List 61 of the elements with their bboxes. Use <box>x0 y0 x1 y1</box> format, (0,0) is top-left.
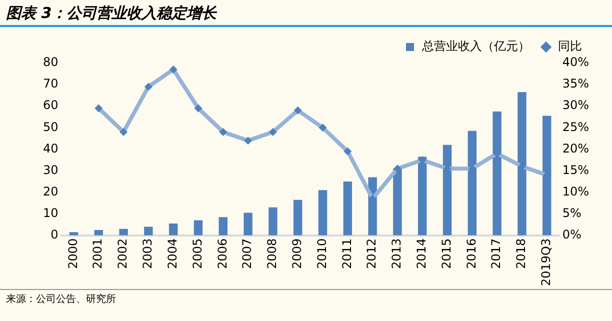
x-tick-label: 2012 <box>364 238 379 269</box>
y2-tick-label: 20% <box>562 141 589 156</box>
y2-tick-label: 15% <box>562 162 589 177</box>
y-tick-label: 10 <box>42 206 58 220</box>
x-tick-label: 2002 <box>116 238 130 269</box>
y-tick-label: 40 <box>42 141 58 156</box>
source-note: 来源：公司公告、研究所 <box>0 289 612 308</box>
bar <box>244 212 252 236</box>
x-tick-label: 2005 <box>190 238 204 269</box>
bar <box>318 190 328 236</box>
chart-title: 图表 3：公司营业收入稳定增长 <box>0 0 612 27</box>
y2-tick-label: 30% <box>562 98 589 112</box>
legend-label: 总营业收入（亿元） <box>421 39 530 54</box>
x-tick-label: 2004 <box>165 238 180 269</box>
bar <box>442 144 452 236</box>
x-tick-label: 2006 <box>215 238 230 269</box>
bar <box>218 217 228 236</box>
x-tick-label: 2018 <box>514 238 528 269</box>
x-tick-label: 2008 <box>265 238 280 269</box>
bar <box>343 182 352 236</box>
x-tick-label: 2017 <box>489 238 504 269</box>
x-tick-label: 2014 <box>414 238 428 269</box>
bar <box>542 116 552 236</box>
bar <box>268 207 278 236</box>
x-tick-label: 2016 <box>464 238 478 269</box>
legend-label: 同比 <box>558 39 582 54</box>
x-tick-label: 2011 <box>340 238 354 269</box>
y-tick-label: 0 <box>50 228 58 242</box>
y2-tick-label: 25% <box>562 120 589 134</box>
y2-tick-label: 35% <box>562 76 589 91</box>
bar <box>492 111 502 236</box>
bar <box>418 156 427 236</box>
x-tick-label: 2001 <box>90 238 105 269</box>
y-tick-label: 50 <box>42 120 58 134</box>
y-tick-label: 80 <box>42 55 58 70</box>
y2-tick-label: 10% <box>562 184 589 198</box>
bar <box>144 226 153 236</box>
y-tick-label: 70 <box>42 76 58 91</box>
y2-tick-label: 40% <box>562 55 589 70</box>
bar <box>119 228 128 236</box>
bar <box>168 224 178 236</box>
x-tick-label: 2010 <box>314 238 329 269</box>
x-tick-label: 2013 <box>390 238 404 269</box>
x-tick-label: 2000 <box>66 238 80 269</box>
y2-tick-label: 0% <box>562 228 582 242</box>
y2-tick-label: 5% <box>562 206 582 220</box>
bar <box>368 177 377 236</box>
x-tick-label: 2015 <box>439 238 454 269</box>
x-tick-label: 2003 <box>140 238 155 269</box>
x-tick-label: 2019Q3 <box>539 238 553 286</box>
bar <box>69 232 78 236</box>
y-tick-label: 30 <box>42 162 58 177</box>
bar <box>194 220 203 236</box>
x-tick-label: 2009 <box>290 238 304 269</box>
y-tick-label: 60 <box>42 98 58 112</box>
bar <box>468 130 477 236</box>
bar <box>293 200 302 236</box>
x-tick-label: 2007 <box>240 238 254 269</box>
bar <box>518 92 526 236</box>
bar <box>94 230 103 236</box>
y-tick-label: 20 <box>42 184 58 198</box>
